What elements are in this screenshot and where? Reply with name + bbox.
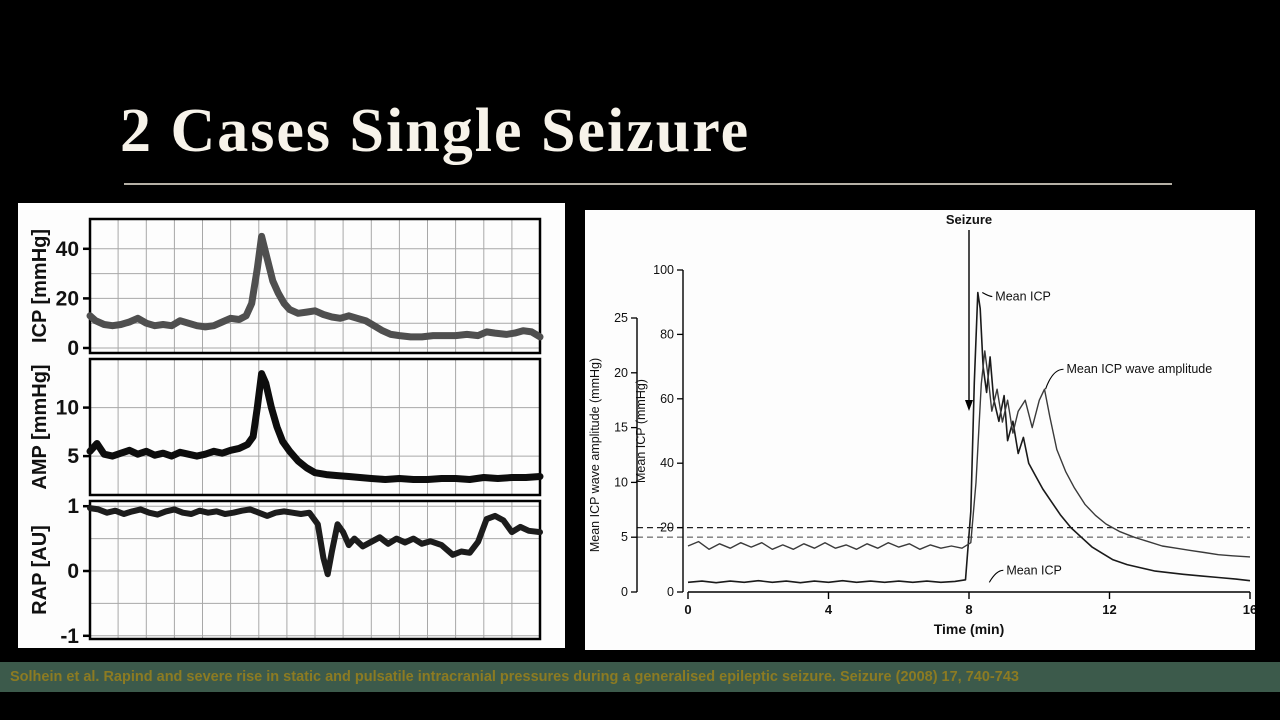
- figure-seizure-mean-icp-panel: 0 4 8 12 16 Time (min) 0 5 10 15 20 25 Mean ICP wave…: [585, 210, 1255, 650]
- y-tick-label: 0: [67, 560, 79, 583]
- x-tick-label: 8: [965, 602, 972, 617]
- figure-icp-amp-rap-panel: 0 20 40 ICP [mmHg] 5 10 AMP [mmHg] 1 0 -1 RAP [AU]: [18, 203, 565, 648]
- icp-tick-label: 0: [667, 585, 674, 599]
- x-tick-label: 12: [1102, 602, 1116, 617]
- icp-tick-label: 80: [660, 327, 674, 341]
- seizure-arrowhead: [965, 400, 973, 411]
- panel-frame-icp: [88, 217, 542, 355]
- callout-connector-1: [1044, 368, 1064, 390]
- amplitude-tick-label: 15: [614, 421, 628, 435]
- citation-text: Solhein et al. Rapind and severe rise in…: [10, 669, 1019, 685]
- callout-label-0: Mean ICP: [995, 290, 1051, 304]
- y-tick-label: 0: [67, 337, 79, 360]
- amplitude-tick-label: 10: [614, 475, 628, 489]
- title-divider: [124, 183, 1172, 185]
- panel-frame-amp: [88, 357, 542, 497]
- amplitude-tick-label: 5: [621, 530, 628, 544]
- x-tick-label: 0: [684, 602, 691, 617]
- series-mean-icp-wave-amplitude: [687, 350, 1251, 558]
- icp-tick-label: 20: [660, 521, 674, 535]
- callout-label-1: Mean ICP wave amplitude: [1067, 362, 1213, 376]
- y-tick-label: 40: [56, 238, 79, 261]
- y-tick-label: 5: [67, 445, 79, 468]
- icp-tick-label: 40: [660, 456, 674, 470]
- callout-connector-2: [988, 569, 1004, 583]
- chart-seizure-mean-icp: 0 4 8 12 16 Time (min) 0 5 10 15 20 25 Mean ICP wave…: [588, 212, 1255, 637]
- y-axis-title-icp: ICP [mmHg]: [29, 229, 51, 343]
- y-axis-title-rap: RAP [AU]: [29, 525, 51, 615]
- y-tick-label: 10: [56, 397, 79, 420]
- y-axis-title-amp: AMP [mmHg]: [29, 364, 51, 489]
- y-tick-label: 1: [67, 495, 79, 518]
- page-title: 2 Cases Single Seizure: [120, 97, 751, 165]
- citation-bar: Solhein et al. Rapind and severe rise in…: [0, 662, 1280, 692]
- trace-amp: [86, 370, 544, 483]
- amplitude-tick-label: 0: [621, 585, 628, 599]
- callout-connector-0: [982, 292, 993, 298]
- x-tick-label: 4: [825, 602, 833, 617]
- amplitude-axis-title: Mean ICP wave amplitude (mmHg): [588, 358, 602, 552]
- x-tick-label: 16: [1243, 602, 1255, 617]
- trace-icp: [86, 232, 544, 341]
- amplitude-tick-label: 25: [614, 311, 628, 325]
- y-tick-label: -1: [60, 625, 79, 648]
- y-tick-label: 20: [56, 287, 79, 310]
- trace-rap: [87, 505, 543, 578]
- amplitude-tick-label: 20: [614, 366, 628, 380]
- icp-tick-label: 60: [660, 392, 674, 406]
- icp-axis-title: Mean ICP (mmHg): [634, 379, 648, 483]
- seizure-label: Seizure: [946, 212, 992, 227]
- x-axis-title: Time (min): [934, 621, 1005, 637]
- icp-tick-label: 100: [653, 263, 674, 277]
- callout-label-2: Mean ICP: [1006, 563, 1062, 577]
